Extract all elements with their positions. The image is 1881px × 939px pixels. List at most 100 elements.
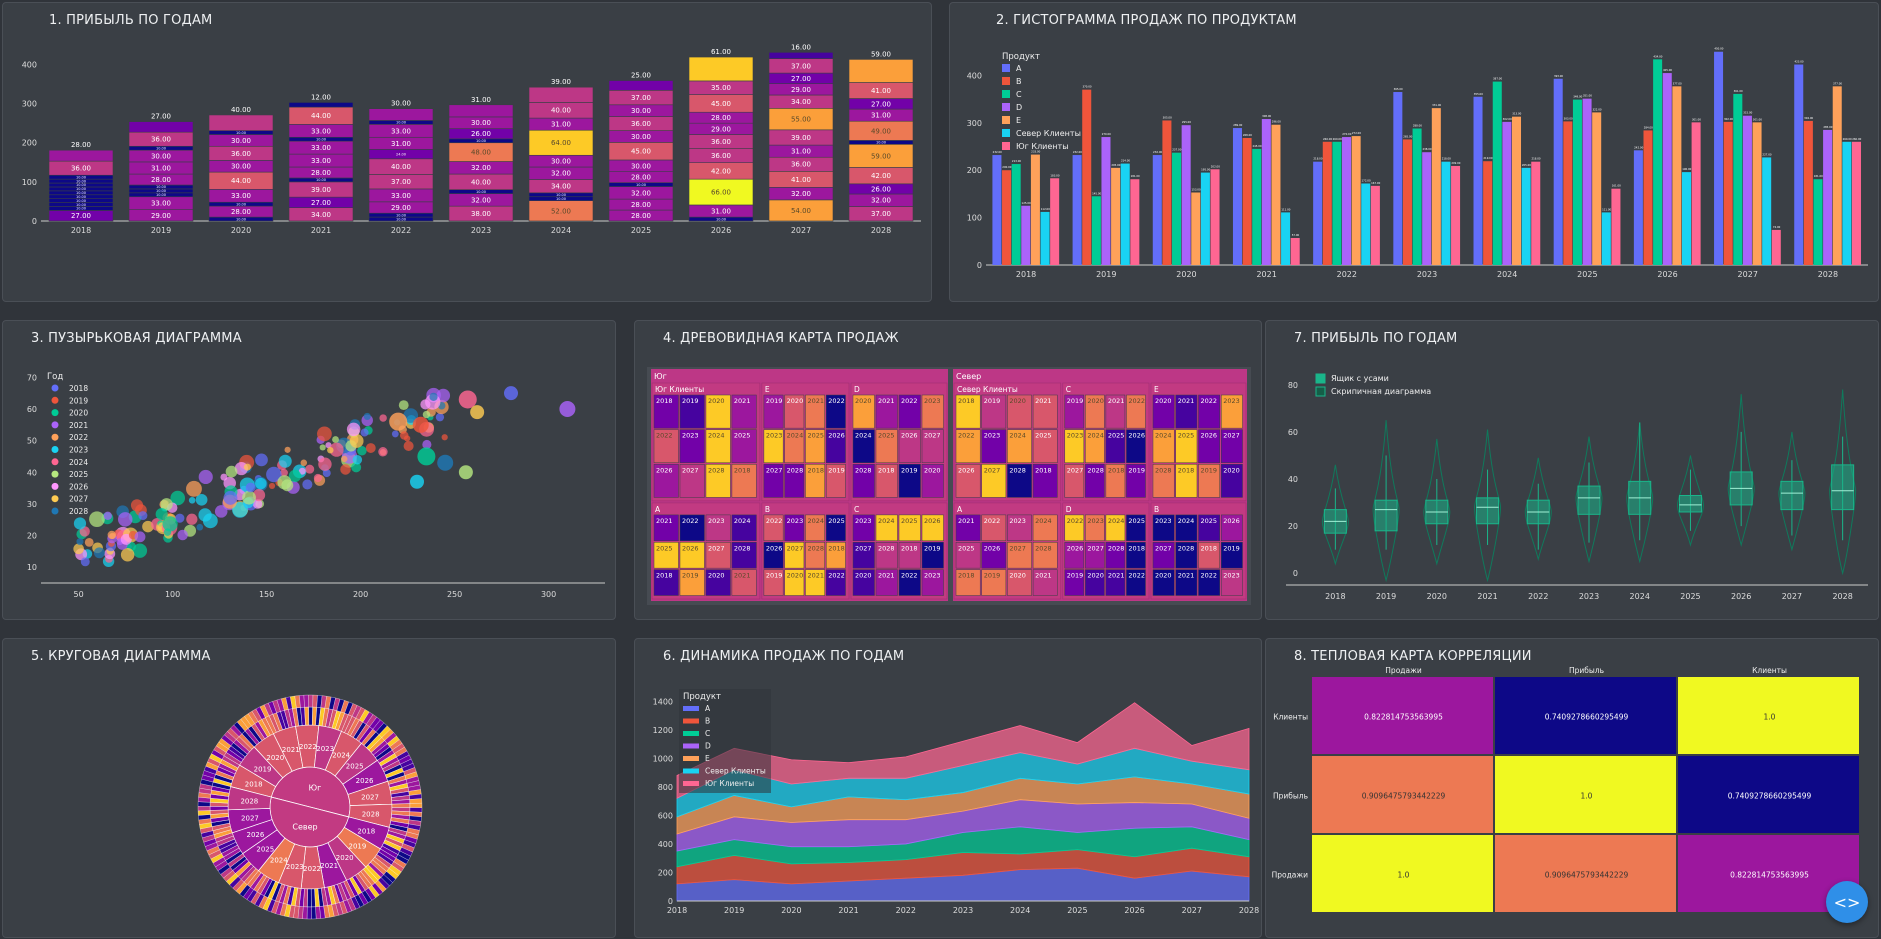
bar-B (1242, 137, 1252, 265)
year-label: 2022 (303, 865, 321, 873)
year-label: 2021 (282, 746, 300, 754)
year-tile (763, 429, 784, 464)
year-label: 2028 (362, 811, 380, 819)
year-tile (1032, 569, 1058, 596)
cell-value: 1.0 (1764, 713, 1776, 722)
segment-label: 37.00 (631, 94, 651, 102)
bar-label: 272.00 (1352, 131, 1361, 135)
x-tick-label: 2027 (1738, 270, 1758, 279)
year-tile (875, 394, 898, 429)
heatmap-chart[interactable]: Продажи Прибыль Клиенты Клиенты 0.8228147535… (1266, 639, 1879, 938)
year-tile (679, 394, 705, 429)
box (1678, 494, 1702, 513)
detail-segment (409, 798, 423, 804)
year-label: 2019 (1223, 544, 1240, 552)
year-label: 2021 (734, 572, 751, 580)
year-label: 2027 (361, 793, 379, 801)
bubble (80, 557, 90, 567)
year-tile (1175, 542, 1198, 569)
segment-label: 33.00 (391, 127, 411, 135)
year-label: 2024 (734, 517, 751, 525)
year-tile (875, 514, 898, 542)
bar-B (1082, 89, 1092, 265)
year-label: 2019 (984, 572, 1001, 580)
year-label: 2024 (787, 432, 804, 440)
segment-label: 10.00 (156, 146, 166, 150)
year-tile (731, 514, 757, 542)
bar-label: 237.00 (1172, 148, 1181, 152)
year-tile (679, 429, 705, 464)
y-tick-label: 200 (22, 139, 37, 148)
bar-segment (48, 149, 114, 162)
legend-item: D (1016, 103, 1022, 112)
total-label: 28.00 (71, 141, 91, 149)
bar-Юг Клиенты (1611, 188, 1621, 265)
bar-segment (208, 114, 274, 131)
year-tile (731, 542, 757, 569)
year-label: 2028 (734, 544, 751, 552)
bubble (346, 422, 361, 437)
year-label: 2024 (807, 517, 824, 525)
segment-label: 33.00 (311, 157, 331, 165)
bubble-chart[interactable]: 10 20 30 40 50 60 70 50 100 150 200 250 300 Год 2018 20… (3, 321, 616, 620)
bar-segment (448, 104, 514, 118)
year-label: 2026 (828, 432, 845, 440)
segment-label: 10.00 (156, 185, 166, 189)
profit-stacked-chart[interactable]: 0100200300400201827.0010.0010.0010.0010.… (3, 3, 932, 302)
cell-value: 0.822814753563995 (1730, 871, 1809, 880)
bar-D (1021, 205, 1031, 265)
segment-label: 10.00 (476, 190, 486, 194)
panel-profit-by-year: 1. ПРИБЫЛЬ ПО ГОДАМ 0 100 200 300 400 2018 27.… (2, 2, 932, 302)
bar-label: 153.00 (1192, 187, 1201, 191)
bar-segment (368, 108, 434, 121)
bubble (403, 440, 414, 452)
x-tick-label: 2022 (1337, 270, 1357, 279)
year-label: 2023 (1087, 517, 1104, 525)
segment-label: 64.00 (551, 139, 571, 147)
segment-label: 10.00 (76, 195, 86, 199)
bubble (188, 496, 196, 504)
bubble (302, 479, 313, 490)
year-label: 2027 (1067, 466, 1084, 474)
bubble (198, 469, 213, 485)
detail-segment (197, 801, 211, 807)
segment-label: 30.00 (631, 162, 651, 170)
bubble (349, 434, 364, 448)
bar-Север Клиенты (1441, 161, 1451, 265)
year-label: 2026 (984, 544, 1001, 552)
year-tile (1220, 514, 1243, 542)
panel-title: 4. ДРЕВОВИДНАЯ КАРТА ПРОДАЖ (663, 331, 899, 346)
legend-item: 2026 (69, 482, 88, 491)
bar-label: 111.00 (1602, 207, 1611, 211)
x-tick-label: 2019 (1376, 592, 1396, 601)
year-tile (1152, 542, 1175, 569)
year-tile (921, 514, 944, 542)
x-tick-label: 2018 (667, 906, 687, 915)
detail-segment (200, 778, 214, 787)
bar-label: 304.00 (1804, 116, 1813, 120)
year-tile (825, 514, 846, 542)
year-tile (1064, 429, 1085, 464)
year-label: 2021 (878, 572, 895, 580)
product-segment (308, 706, 313, 726)
segment-label: 10.00 (556, 197, 566, 201)
area-chart[interactable]: 0 200 400 600 800 1000 1200 1400 2018 2019 2020 202… (635, 639, 1262, 938)
legend-item: 2028 (69, 507, 88, 516)
year-label: 2021 (1035, 572, 1052, 580)
product-segment (304, 706, 310, 726)
year-tile (1064, 569, 1085, 596)
segment-label: 30.00 (471, 119, 491, 127)
legend-marker (51, 396, 59, 404)
bar-Юг Клиенты (1290, 237, 1300, 265)
year-label: 2026 (1223, 517, 1240, 525)
bubble (317, 426, 332, 442)
box-violin-chart[interactable]: 0 20 40 60 80 2018 2019 2020 2021 2022 2023 2024 202… (1266, 321, 1879, 620)
segment-label: 10.00 (716, 217, 726, 221)
segment-label: 10.00 (76, 191, 86, 195)
year-tile (731, 569, 757, 596)
year-label: 2022 (901, 397, 918, 405)
code-toggle-button[interactable]: <> (1826, 881, 1868, 923)
